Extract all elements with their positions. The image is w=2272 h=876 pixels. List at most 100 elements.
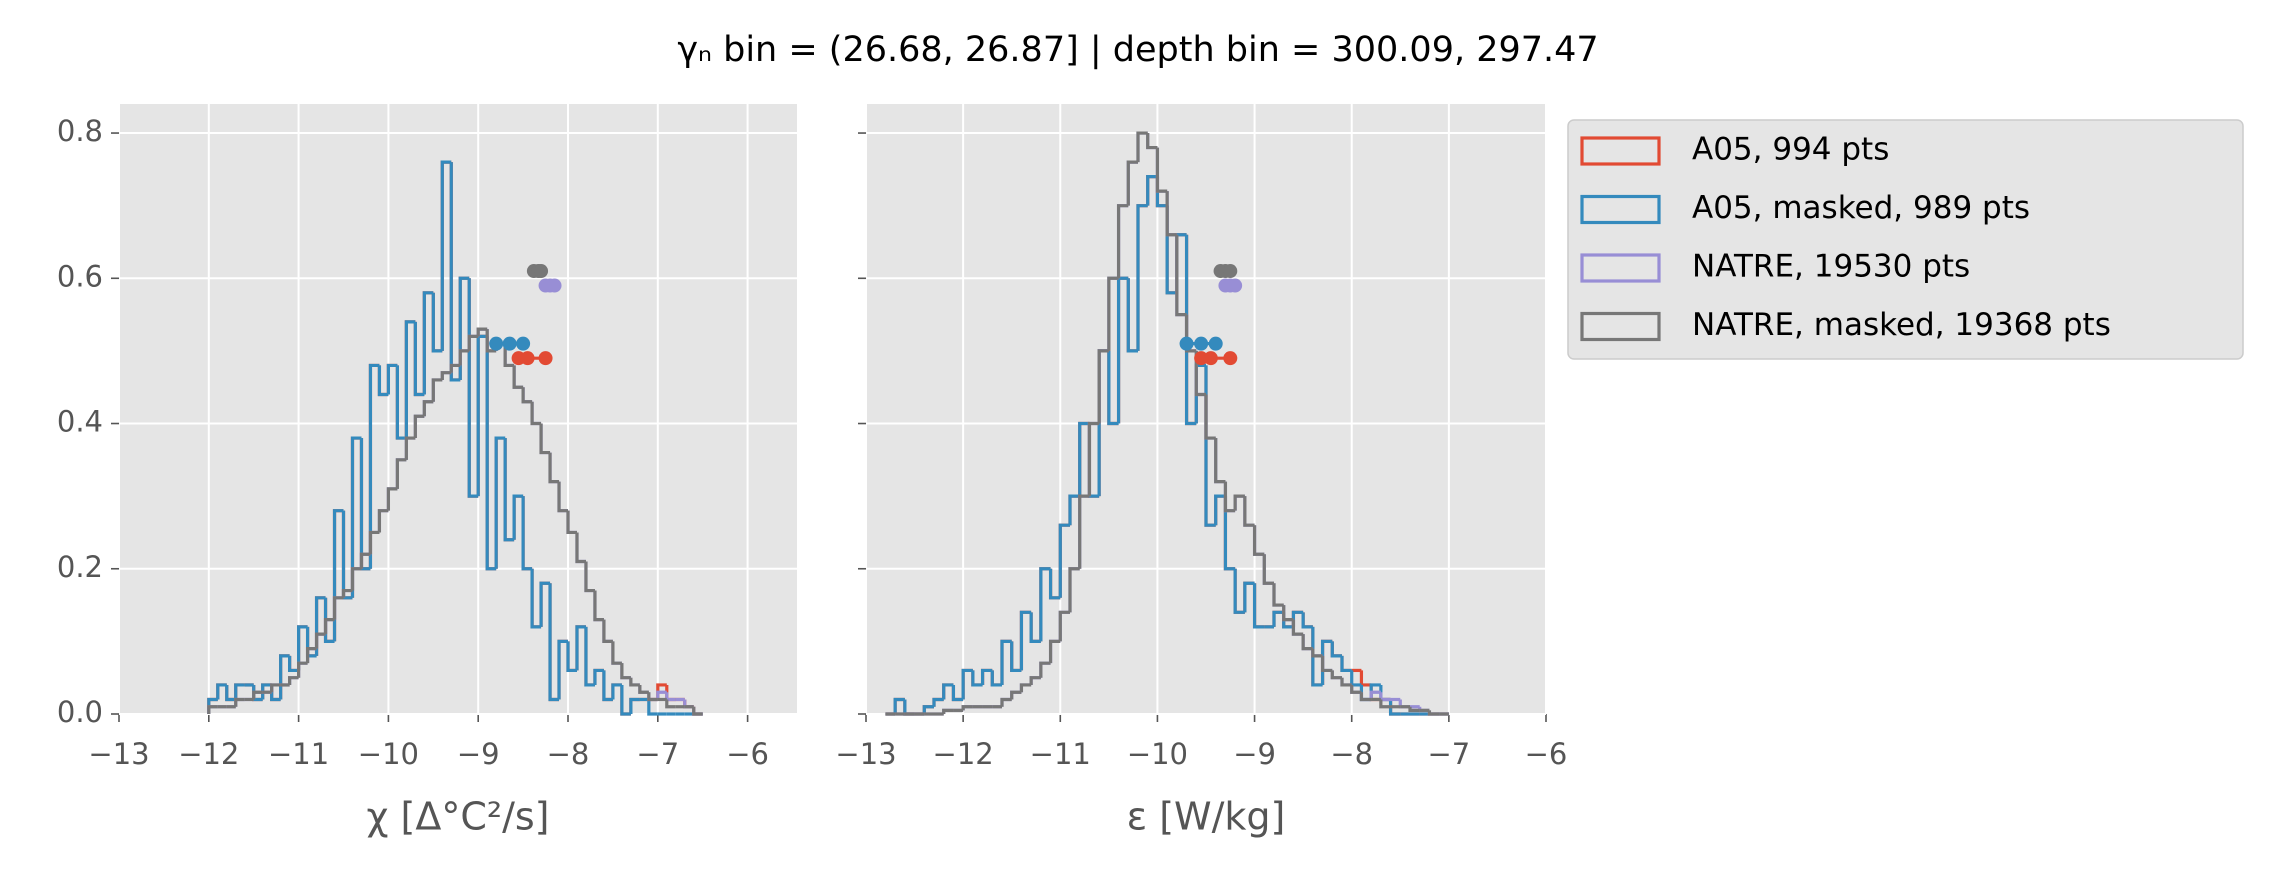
histogram-step: [1204, 394, 1216, 440]
histogram-step: [961, 705, 973, 711]
x-tick-label: −9: [457, 737, 500, 771]
histogram-step: [647, 692, 658, 702]
histogram-step: [1136, 131, 1148, 163]
histogram-step: [1320, 655, 1333, 673]
histogram-step: [440, 160, 452, 351]
histogram-step: [350, 436, 362, 598]
histogram-step: [323, 617, 335, 635]
histogram-step: [566, 510, 577, 535]
quantile-marker: [1223, 264, 1238, 279]
histogram-step: [395, 458, 407, 489]
histogram-step: [1126, 160, 1138, 206]
y-tick-label: 0.2: [57, 550, 103, 584]
histogram-step: [297, 661, 308, 678]
histogram-step: [1359, 670, 1372, 687]
histogram-step: [485, 336, 497, 571]
histogram-step: [1029, 612, 1041, 643]
histogram-step: [1272, 583, 1284, 607]
histogram-step: [431, 292, 443, 353]
histogram-step: [1369, 690, 1381, 700]
quantile-marker: [547, 278, 562, 293]
histogram-step: [1010, 641, 1022, 673]
histogram-step: [557, 481, 569, 513]
histogram-step: [476, 327, 488, 337]
histogram-step: [234, 697, 245, 707]
histogram-step: [234, 683, 245, 700]
x-tick-label: −8: [1330, 737, 1373, 771]
quantile-marker: [1228, 278, 1243, 293]
quantile-marker: [538, 351, 553, 366]
histogram-step: [1078, 494, 1090, 569]
histogram-step: [1029, 676, 1041, 685]
histogram-step: [341, 588, 353, 598]
histogram-step: [449, 363, 461, 373]
quantile-marker: [520, 351, 535, 366]
histogram-step: [252, 690, 263, 700]
legend-box: [1567, 119, 2244, 360]
histogram-step: [1097, 349, 1109, 424]
histogram-step: [1272, 610, 1284, 627]
histogram-step: [932, 697, 944, 707]
histogram-step: [629, 697, 640, 714]
histogram-step: [458, 349, 470, 366]
histogram-step: [413, 321, 425, 397]
histogram-step: [647, 699, 658, 716]
figure-title: γₙ bin = (26.68, 26.87] | depth bin = 30…: [677, 30, 1598, 70]
histogram-step: [602, 619, 613, 643]
histogram-step: [1301, 634, 1313, 651]
histogram-step: [593, 590, 604, 622]
histogram-step: [575, 532, 586, 564]
histogram-step: [539, 423, 551, 455]
histogram-step: [1379, 692, 1391, 702]
histogram-step: [1311, 648, 1323, 658]
histogram-step: [207, 705, 218, 714]
histogram-step: [539, 581, 551, 627]
histogram-step: [584, 561, 595, 593]
histogram-step: [368, 530, 380, 555]
x-tick-label: −12: [933, 737, 994, 771]
legend-swatch: [1580, 311, 1661, 342]
legend-swatch: [1580, 253, 1661, 283]
histogram-step: [548, 452, 560, 484]
histogram-step: [1184, 234, 1197, 426]
histogram-step: [1039, 567, 1051, 642]
histogram-step: [1000, 639, 1012, 685]
histogram-step: [323, 597, 335, 643]
y-tick-label: 0.6: [57, 259, 103, 293]
histogram-step: [521, 387, 533, 404]
x-tick-label: −10: [358, 737, 419, 771]
histogram-step: [288, 655, 299, 673]
histogram-step: [404, 436, 416, 460]
plot-area: [119, 104, 797, 714]
histogram-step: [305, 647, 317, 664]
quantile-marker: [516, 336, 531, 351]
legend-label: A05, 994 pts: [1692, 132, 1889, 168]
histogram-step: [990, 670, 1002, 687]
histogram-step: [620, 663, 631, 680]
histogram-step: [261, 683, 272, 700]
histogram-step: [377, 509, 389, 533]
x-tick-label: −11: [268, 737, 329, 771]
histogram-step: [503, 438, 515, 542]
histogram-step: [1243, 581, 1255, 613]
histogram-step: [270, 683, 281, 693]
histogram-step: [458, 276, 470, 380]
quantile-marker: [1203, 351, 1218, 366]
histogram-step: [1087, 421, 1100, 497]
histogram-step: [1194, 350, 1206, 397]
histogram-step: [485, 329, 497, 353]
y-tick-label: 0.0: [57, 695, 103, 729]
histogram-step: [512, 494, 524, 540]
histogram-step: [512, 365, 524, 389]
histogram-step: [1233, 494, 1245, 511]
legend-label: NATRE, masked, 19368 pts: [1692, 307, 2111, 343]
histogram-step: [386, 363, 398, 395]
histogram-step: [1175, 234, 1187, 317]
histogram-step: [629, 677, 640, 687]
quantile-marker: [502, 336, 517, 351]
histogram-step: [1078, 421, 1090, 497]
histogram-step: [1058, 610, 1070, 642]
histogram-step: [575, 625, 586, 671]
histogram-step: [656, 690, 667, 700]
histogram-step: [611, 683, 622, 700]
